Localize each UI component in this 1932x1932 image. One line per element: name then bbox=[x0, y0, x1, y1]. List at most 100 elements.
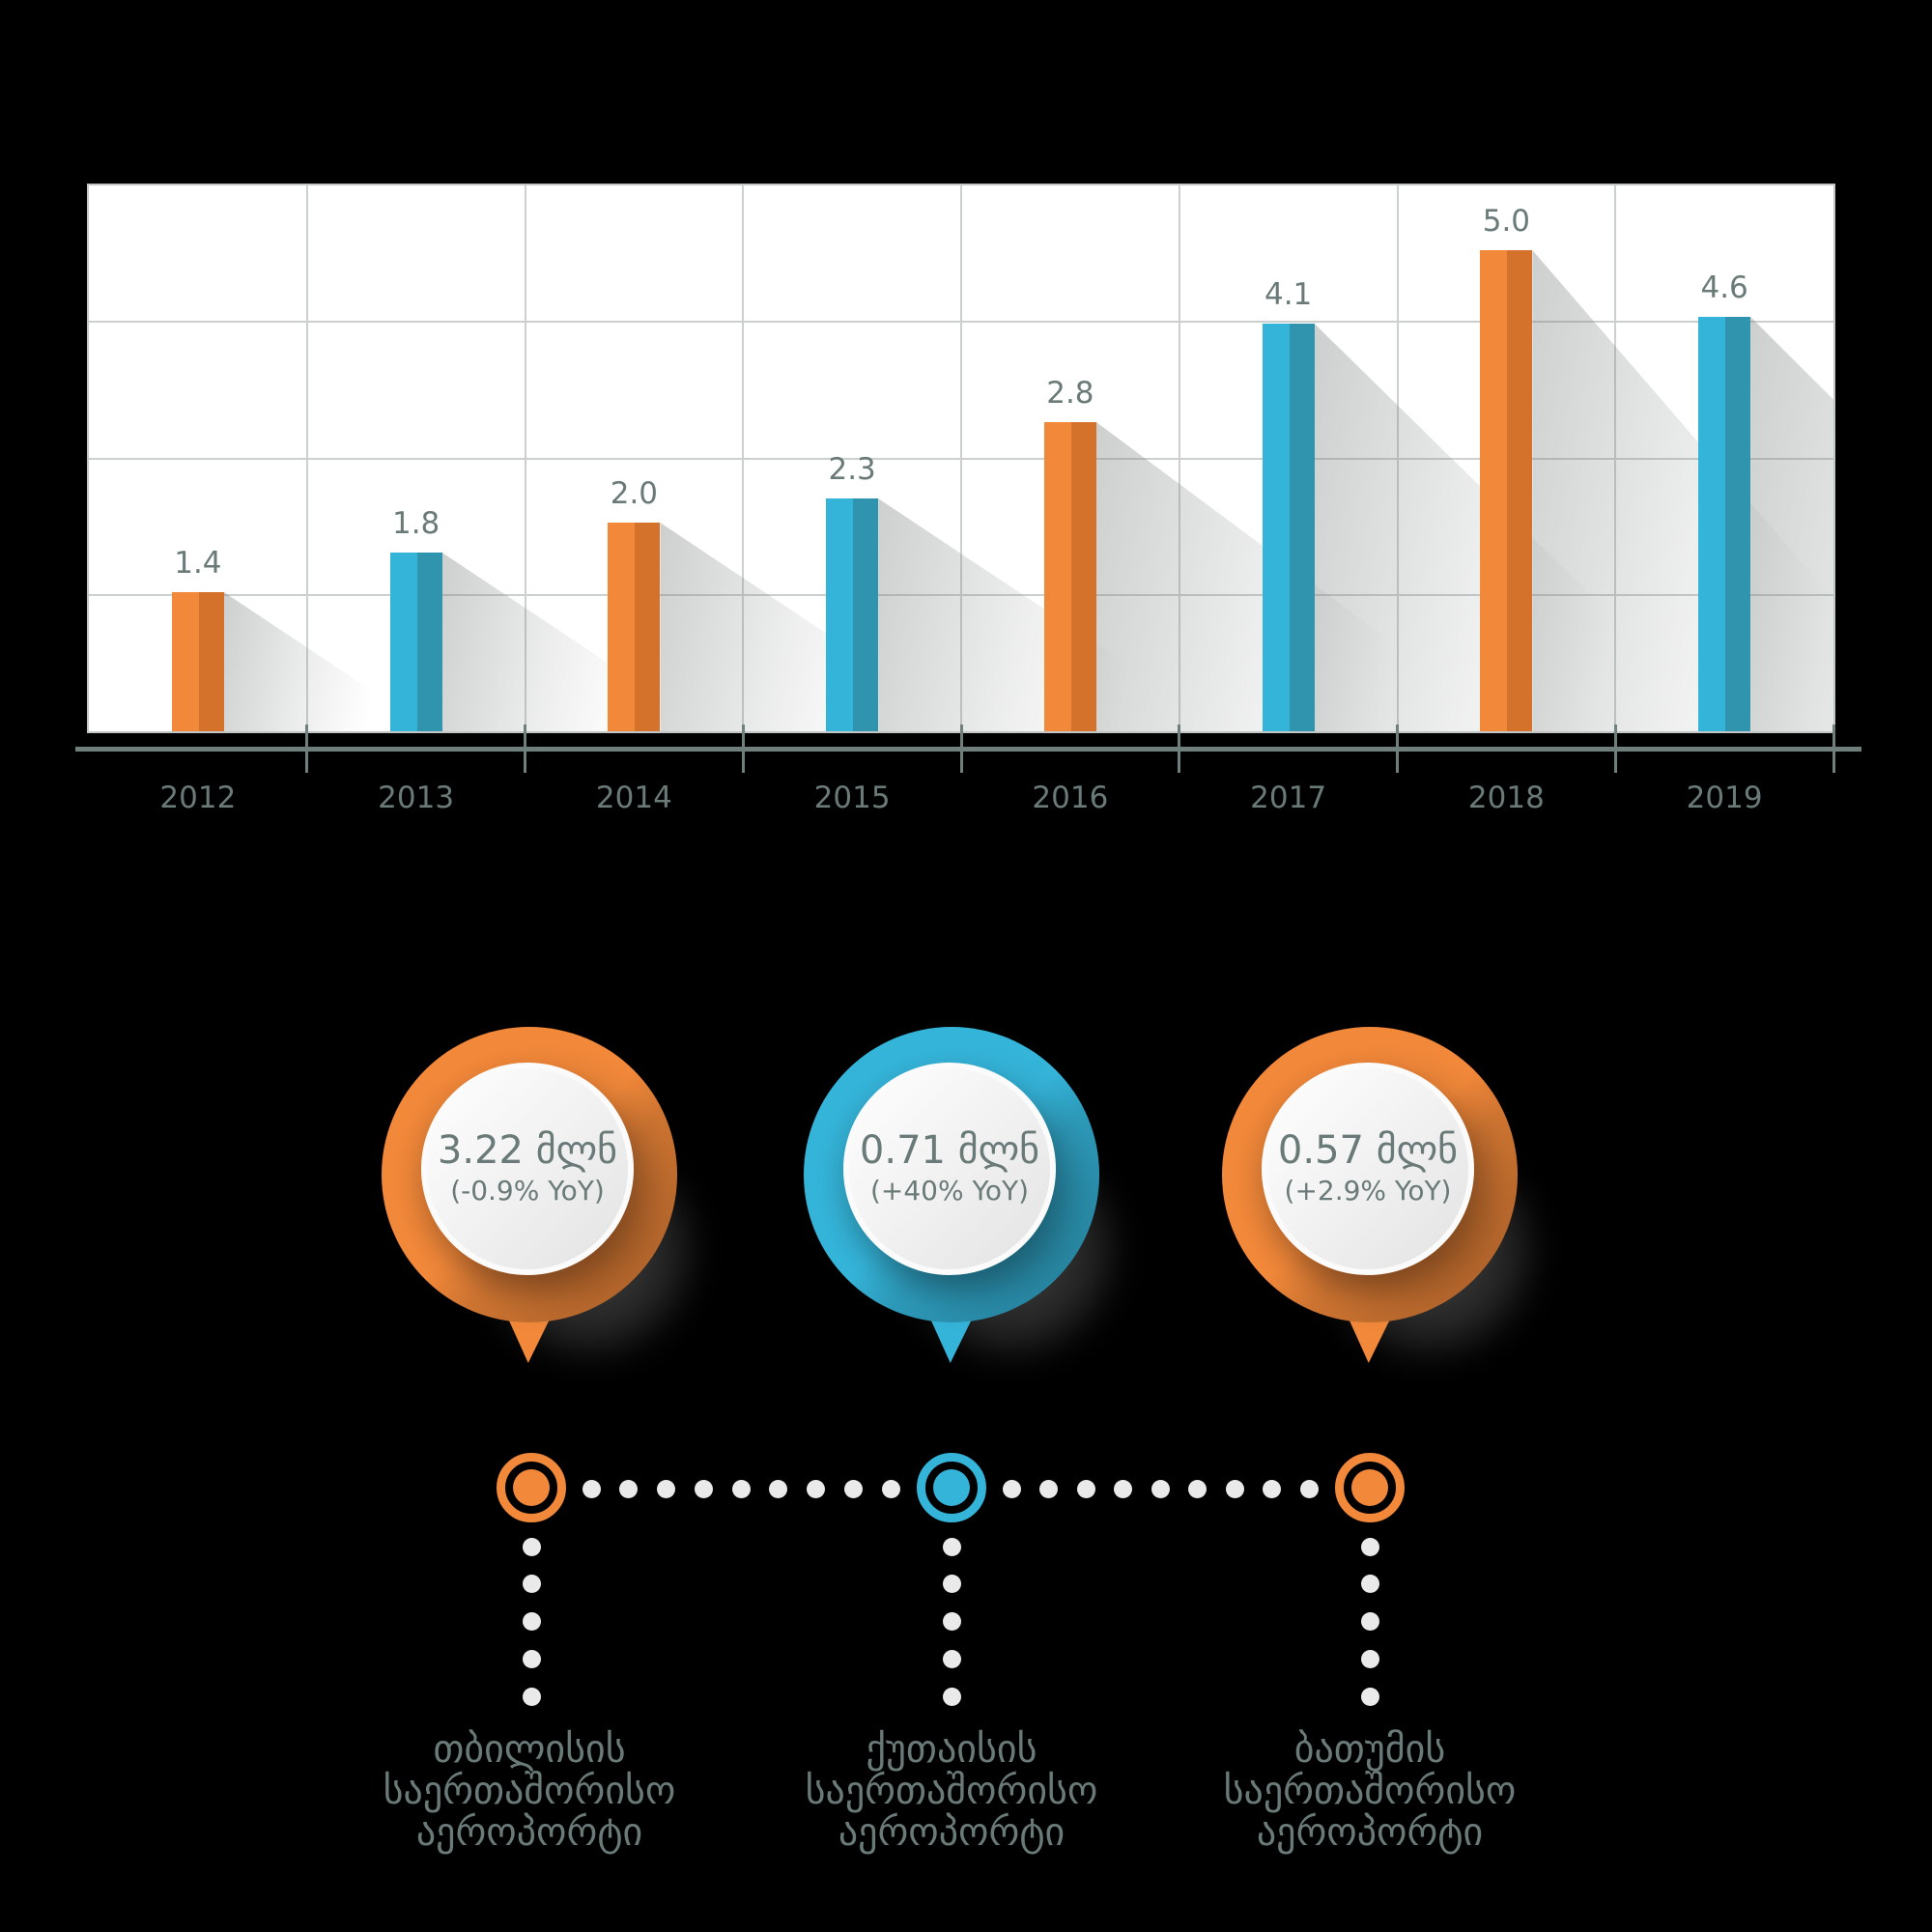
pin-value: 0.71 მლნ bbox=[859, 1128, 1040, 1173]
pin-yoy-change: (-0.9% YoY) bbox=[450, 1175, 605, 1207]
timeline-dot bbox=[1299, 1479, 1319, 1498]
pin-inner-circle: 3.22 მლნ (-0.9% YoY) bbox=[421, 1063, 634, 1275]
bar-2019-shade bbox=[1725, 317, 1751, 731]
bar-chart-plot: 1.4 1.8 2.0 2.3 2.8 4.1 5.0 4.6 bbox=[87, 184, 1835, 733]
timeline-dot bbox=[522, 1612, 541, 1632]
timeline-dot bbox=[522, 1575, 541, 1594]
timeline-dot bbox=[843, 1479, 863, 1498]
bar-2016 bbox=[1043, 422, 1071, 731]
x-axis-tick bbox=[1832, 724, 1835, 773]
timeline-dot bbox=[942, 1687, 961, 1706]
bar-2016-shade bbox=[1070, 422, 1096, 731]
label-line: ბათუმის bbox=[1293, 1727, 1446, 1772]
x-axis-tick bbox=[524, 724, 526, 773]
bar-2013-shade bbox=[416, 553, 442, 731]
timeline-dot bbox=[1151, 1479, 1170, 1498]
bar-2018 bbox=[1480, 250, 1508, 731]
label-line: აეროპორტი bbox=[838, 1810, 1065, 1855]
label-line: თბილისის bbox=[433, 1727, 626, 1772]
pin-yoy-change: (+40% YoY) bbox=[869, 1175, 1030, 1207]
pin-kutaisi: 0.71 მლნ (+40% YoY) bbox=[804, 1027, 1161, 1402]
bar-2015 bbox=[826, 498, 854, 731]
bar-2014 bbox=[608, 523, 636, 731]
timeline-dot bbox=[1188, 1479, 1207, 1498]
airport-label-kutaisi: ქუთაისის საერთაშორისო აეროპორტი bbox=[681, 1729, 1222, 1854]
timeline-dot bbox=[1002, 1479, 1021, 1498]
label-line: საერთაშორისო bbox=[383, 1769, 676, 1813]
x-axis-label-2019: 2019 bbox=[1686, 781, 1763, 815]
timeline-dot bbox=[1360, 1687, 1379, 1706]
bar-2012-shade bbox=[198, 592, 224, 731]
timeline-node-batumi bbox=[1335, 1453, 1405, 1522]
x-axis-label-2013: 2013 bbox=[378, 781, 455, 815]
timeline-dot bbox=[582, 1479, 601, 1498]
bar-value-label: 1.4 bbox=[174, 546, 222, 581]
bar-2017 bbox=[1262, 324, 1290, 731]
bar-value-label: 4.6 bbox=[1700, 270, 1748, 305]
x-axis-label-2017: 2017 bbox=[1250, 781, 1327, 815]
label-line: აეროპორტი bbox=[415, 1810, 643, 1855]
airport-label-tbilisi: თბილისის საერთაშორისო აეროპორტი bbox=[259, 1729, 800, 1854]
bar-value-label: 2.0 bbox=[610, 476, 659, 511]
x-axis-tick bbox=[1178, 724, 1181, 773]
bar-2012 bbox=[171, 592, 199, 731]
timeline-dot bbox=[1114, 1479, 1132, 1498]
bar-2017-shade bbox=[1289, 324, 1315, 731]
x-axis-label-2014: 2014 bbox=[595, 781, 672, 815]
x-axis-label-2015: 2015 bbox=[813, 781, 891, 815]
gridline-horizontal bbox=[89, 321, 1833, 324]
pin-inner-circle: 0.71 მლნ (+40% YoY) bbox=[843, 1063, 1056, 1275]
airport-label-batumi: ბათუმის საერთაშორისო აეროპორტი bbox=[1099, 1729, 1640, 1854]
timeline-dot bbox=[769, 1479, 788, 1498]
timeline-dot bbox=[1225, 1479, 1244, 1498]
timeline-dot bbox=[731, 1479, 751, 1498]
timeline-dot bbox=[619, 1479, 639, 1498]
bar-2013 bbox=[389, 553, 417, 731]
x-axis-tick bbox=[1396, 724, 1399, 773]
timeline-dot bbox=[1360, 1575, 1379, 1594]
x-axis-tick bbox=[305, 724, 309, 773]
bar-value-label: 1.8 bbox=[391, 506, 440, 541]
label-line: საერთაშორისო bbox=[805, 1769, 1098, 1813]
timeline-dot bbox=[942, 1612, 961, 1632]
bar-value-label: 5.0 bbox=[1482, 204, 1531, 239]
timeline-dot bbox=[942, 1649, 961, 1668]
x-axis-tick bbox=[959, 724, 963, 773]
gridline-horizontal bbox=[89, 593, 1833, 596]
pin-value: 3.22 მლნ bbox=[437, 1128, 618, 1173]
node-core bbox=[1351, 1469, 1388, 1506]
x-axis-label-2016: 2016 bbox=[1032, 781, 1109, 815]
x-axis-label-2018: 2018 bbox=[1467, 781, 1545, 815]
node-core bbox=[933, 1469, 970, 1506]
timeline-dot bbox=[1360, 1537, 1379, 1556]
timeline-dot bbox=[522, 1649, 541, 1668]
pin-yoy-change: (+2.9% YoY) bbox=[1284, 1175, 1452, 1207]
timeline-node-tbilisi bbox=[497, 1453, 566, 1522]
timeline-dot bbox=[657, 1479, 675, 1498]
timeline-dot bbox=[1360, 1649, 1379, 1668]
timeline-dot bbox=[1039, 1479, 1058, 1498]
x-axis-tick bbox=[741, 724, 745, 773]
gridline-horizontal bbox=[89, 457, 1833, 460]
bar-drop-shadow bbox=[1750, 317, 1833, 731]
timeline-dot bbox=[1360, 1612, 1379, 1632]
x-axis-tick bbox=[1613, 724, 1617, 773]
pin-inner-circle: 0.57 მლნ (+2.9% YoY) bbox=[1262, 1063, 1474, 1275]
x-axis-line bbox=[75, 747, 1861, 752]
bar-2018-shade bbox=[1507, 250, 1533, 731]
timeline-node-kutaisi bbox=[917, 1453, 986, 1522]
timeline-dot bbox=[694, 1479, 713, 1498]
bar-value-label: 2.8 bbox=[1046, 376, 1094, 411]
label-line: აეროპორტი bbox=[1256, 1810, 1484, 1855]
bar-2015-shade bbox=[853, 498, 879, 731]
bar-2019 bbox=[1698, 317, 1726, 731]
bar-value-label: 2.3 bbox=[828, 452, 876, 487]
bar-2014-shade bbox=[635, 523, 661, 731]
timeline-dot bbox=[807, 1479, 825, 1498]
bar-value-label: 4.1 bbox=[1264, 277, 1313, 312]
pin-value: 0.57 მლნ bbox=[1277, 1128, 1459, 1173]
timeline-dot bbox=[1263, 1479, 1281, 1498]
label-line: ქუთაისის bbox=[866, 1727, 1037, 1772]
timeline-dot bbox=[942, 1537, 961, 1556]
